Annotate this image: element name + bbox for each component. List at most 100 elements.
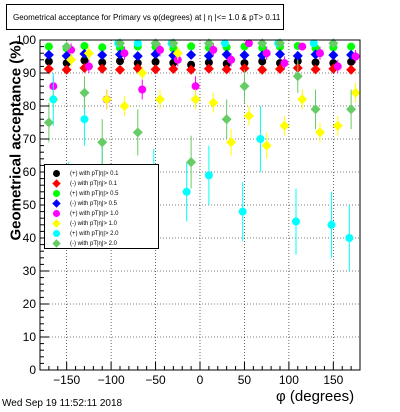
data-point (240, 59, 249, 68)
data-point (168, 38, 179, 49)
data-point (44, 42, 53, 51)
y-tick-label: 80 (23, 99, 37, 113)
data-point (258, 57, 267, 66)
data-point (79, 87, 90, 98)
legend-marker (52, 219, 61, 228)
series-8 (43, 38, 357, 189)
data-point (298, 42, 307, 51)
x-axis-label: φ (degrees) (276, 388, 355, 405)
legend-label: (+) with pT|η|> 2.0 (70, 231, 119, 237)
data-point (221, 114, 232, 125)
data-point (115, 38, 125, 49)
data-point (275, 49, 285, 60)
data-point (311, 58, 320, 67)
y-tick-label: 40 (23, 231, 37, 245)
legend-marker (52, 179, 61, 188)
x-tick-label: 0 (197, 373, 204, 387)
data-point (275, 38, 285, 49)
data-point (209, 45, 218, 54)
data-point (203, 38, 214, 49)
data-point (98, 43, 107, 52)
data-point (44, 57, 53, 66)
data-point (137, 68, 148, 78)
data-point (150, 38, 161, 49)
data-point (243, 110, 254, 121)
data-point (327, 220, 336, 229)
data-point (49, 95, 58, 104)
data-point (221, 64, 232, 75)
x-tick-label: −100 (98, 373, 125, 387)
data-point (133, 59, 142, 68)
data-point (244, 39, 253, 48)
data-point (97, 137, 108, 148)
data-point (61, 64, 72, 75)
data-point (292, 50, 303, 61)
data-point (84, 62, 93, 71)
data-point (43, 117, 54, 128)
legend-label: (+) with pT|η|> 1.0 (70, 211, 119, 217)
legend-entry: (+) with pT|η|> 1.0 (45, 209, 158, 219)
legend: (+) with pT|η|> 0.1 (-) with pT|η|> 0.1 (+… (44, 164, 159, 249)
data-point (204, 171, 213, 180)
legend-entry: (+) with pT|η|> 0.1 (45, 169, 158, 179)
data-point (203, 63, 214, 74)
data-point (150, 64, 161, 75)
y-axis-label: Geometrical acceptance (%) (7, 40, 25, 241)
y-tick-label: 50 (23, 198, 37, 212)
data-point (239, 81, 250, 92)
data-point (187, 42, 196, 51)
legend-label: (+) with pT|η|> 0.5 (70, 191, 119, 197)
data-point (333, 62, 342, 71)
x-tick-label: 150 (323, 373, 343, 387)
legend-entry: (-) with pT|η|> 2.0 (45, 239, 158, 249)
legend-label: (-) with pT|η|> 0.5 (70, 201, 117, 207)
data-point (239, 50, 250, 61)
y-tick-label: 20 (23, 297, 37, 311)
legend-label: (-) with pT|η|> 0.1 (70, 181, 117, 187)
series-1 (44, 56, 356, 69)
data-point (310, 64, 321, 75)
x-tick-label: 50 (238, 373, 252, 387)
x-tick-label: 100 (279, 373, 299, 387)
data-point (101, 94, 112, 105)
y-tick-label: 30 (23, 264, 37, 278)
data-point (119, 101, 130, 111)
data-point (292, 71, 303, 82)
legend-entry: (+) with pT|η|> 2.0 (45, 229, 158, 239)
data-point (120, 49, 129, 58)
data-point (61, 41, 72, 52)
data-point (351, 52, 360, 61)
data-point (168, 64, 179, 75)
data-point (191, 82, 200, 91)
y-tick-label: 10 (23, 330, 37, 344)
legend-entry: (-) with pT|η|> 0.5 (45, 199, 158, 209)
legend-marker (53, 170, 60, 177)
data-point (346, 64, 357, 75)
y-tick-label: 70 (23, 132, 37, 146)
data-point (186, 157, 197, 168)
data-point (80, 56, 89, 65)
data-point (347, 42, 356, 51)
data-point (220, 39, 229, 48)
data-point (208, 97, 219, 108)
data-point (239, 63, 250, 74)
data-point (155, 94, 165, 105)
axes: −150 −100 −50 0 50 100 150 0 10 20 30 40 50 60 70 80 90 1… (16, 33, 361, 387)
data-point (43, 49, 54, 60)
data-point (186, 64, 197, 75)
data-point (347, 57, 356, 66)
legend-label: (+) with pT|η|> 0.1 (70, 171, 119, 177)
chart-title: Geometrical acceptance for Primary vs φ(… (6, 4, 284, 30)
date-stamp: Wed Sep 19 11:52:11 2018 (2, 398, 123, 409)
data-point (116, 57, 124, 66)
data-point (172, 48, 183, 59)
y-tick-label: 100 (16, 33, 36, 47)
y-tick-label: 0 (29, 363, 36, 377)
data-point (43, 64, 54, 75)
data-point (292, 217, 300, 226)
data-point (332, 120, 343, 131)
data-point (227, 55, 236, 64)
legend-marker (53, 230, 60, 237)
data-point (309, 39, 318, 48)
data-point (328, 50, 339, 61)
